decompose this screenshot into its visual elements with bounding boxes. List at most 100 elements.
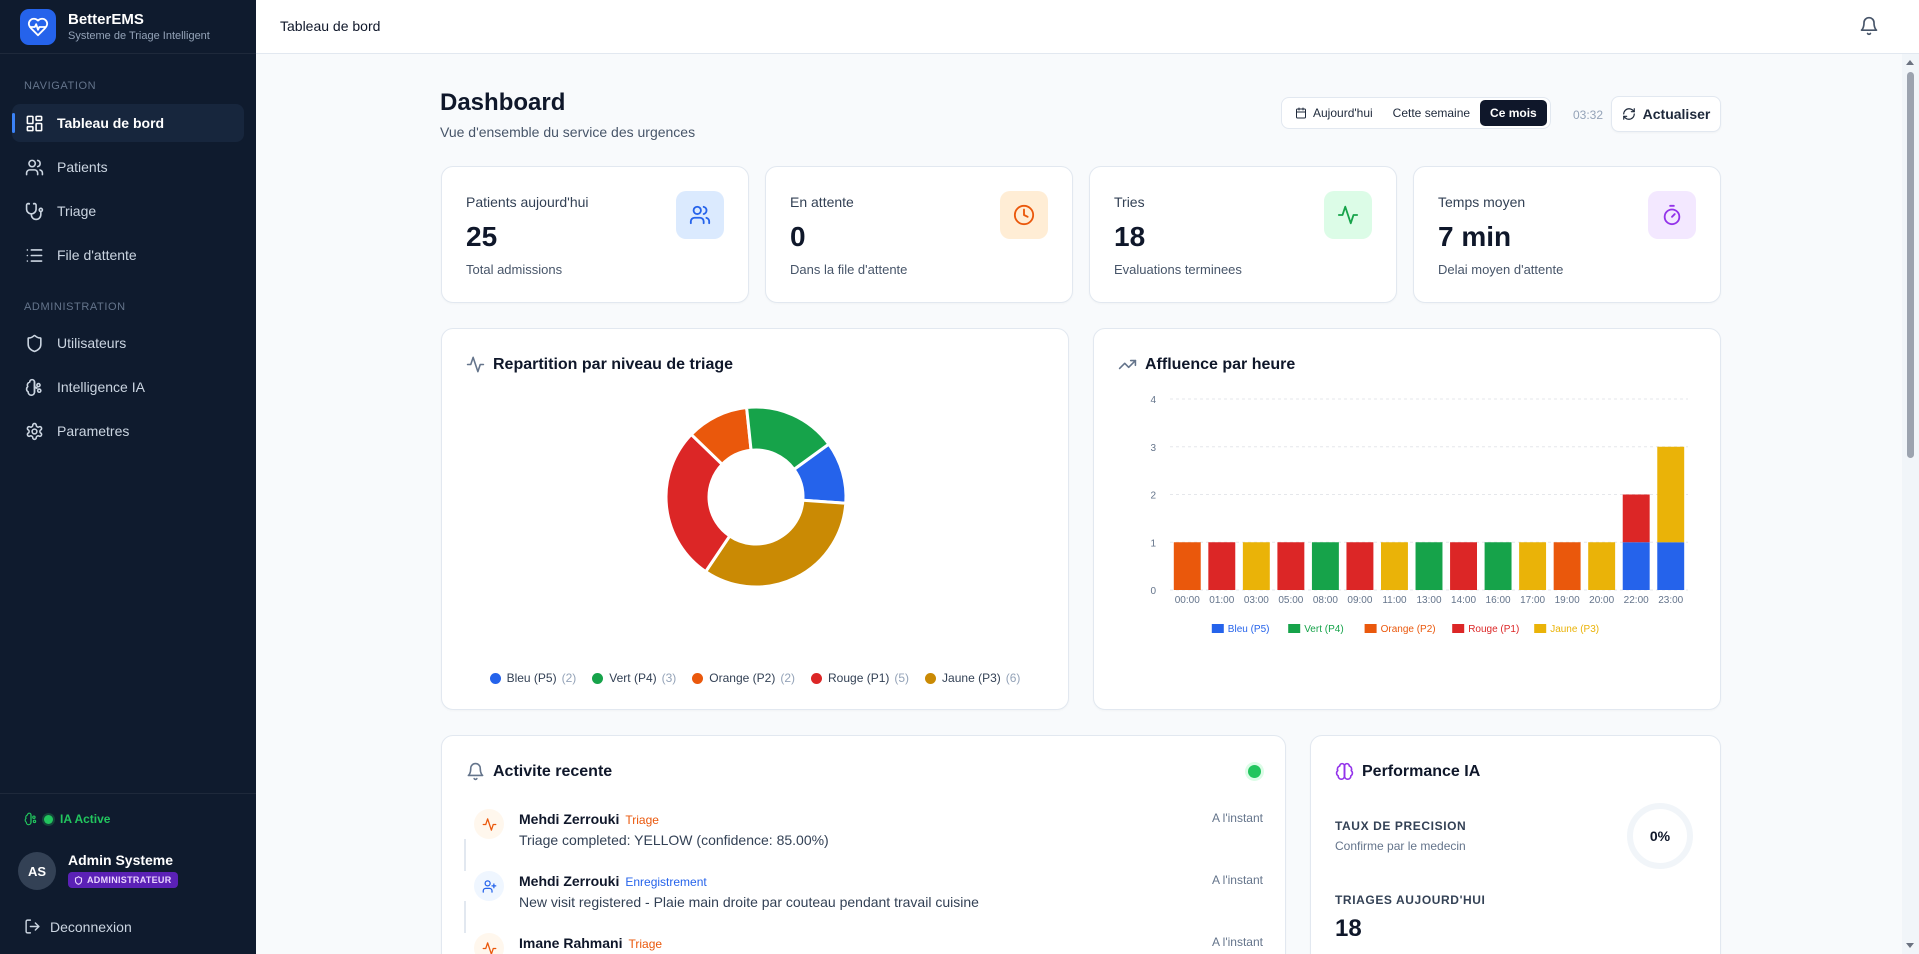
legend-label[interactable]: Bleu (P5) (1228, 624, 1270, 635)
sidebar-item-queue[interactable]: File d'attente (12, 236, 244, 274)
activity-time: A l'instant (1212, 873, 1263, 887)
x-tick-label: 11:00 (1382, 595, 1407, 606)
refresh-button[interactable]: Actualiser (1611, 96, 1721, 132)
sidebar-item-dashboard[interactable]: Tableau de bord (12, 104, 244, 142)
bar-segment-jaune-p3-[interactable] (1657, 446, 1685, 543)
brand[interactable]: BetterEMS Systeme de Triage Intelligent (0, 0, 256, 54)
activity-desc: New visit registered - Plaie main droite… (519, 894, 979, 910)
sidebar-item-settings[interactable]: Parametres (12, 412, 244, 450)
bar-segment-jaune-p3-[interactable] (1588, 542, 1616, 590)
legend-swatch (1288, 624, 1301, 633)
y-tick-label: 2 (1150, 491, 1156, 502)
nav-section-title: ADMINISTRATION (24, 301, 126, 313)
scroll-up-icon[interactable] (1906, 60, 1914, 65)
legend-label[interactable]: Orange (P2) (1381, 624, 1436, 635)
stat-desc: Delai moyen d'attente (1438, 262, 1564, 277)
bar-segment-rouge-p1-[interactable] (1346, 542, 1374, 590)
legend-item[interactable]: Bleu (P5) (2) (489, 671, 576, 685)
period-label: Aujourd'hui (1313, 106, 1373, 120)
stat-desc: Evaluations terminees (1114, 262, 1242, 277)
sidebar-item-patients[interactable]: Patients (12, 148, 244, 186)
stat-value: 0 (790, 221, 806, 252)
card-title-text: Performance IA (1362, 762, 1481, 780)
calendar-icon (1296, 107, 1306, 119)
x-tick-label: 17:00 (1520, 595, 1545, 606)
bar-segment-orange-p2-[interactable] (1173, 542, 1201, 590)
activity-desc: Triage completed: YELLOW (confidence: 85… (519, 832, 829, 848)
bar-segment-jaune-p3-[interactable] (1519, 542, 1547, 590)
triage-donut-chart (664, 405, 848, 589)
x-tick-label: 03:00 (1244, 595, 1269, 606)
stat-value: 7 min (1438, 221, 1512, 252)
bar-segment-vert-p4-[interactable] (1484, 542, 1512, 590)
logout-button[interactable]: Deconnexion (24, 918, 132, 935)
triages-label: TRIAGES AUJOURD'HUI (1335, 893, 1486, 907)
scrollbar[interactable] (1902, 54, 1919, 954)
divider (0, 793, 256, 794)
stat-desc: Total admissions (466, 262, 563, 277)
heart-pulse-icon (20, 8, 56, 45)
donut-slice-jaune-p3-[interactable] (703, 498, 848, 589)
brain-icon (24, 812, 37, 826)
legend-swatch (1452, 624, 1465, 633)
legend-item[interactable]: Rouge (P1) (5) (811, 671, 909, 685)
bar-segment-orange-p2-[interactable] (1553, 542, 1581, 590)
period-label: Ce mois (1490, 106, 1537, 120)
sidebar: BetterEMS Systeme de Triage Intelligent … (0, 0, 256, 954)
timeline-line (464, 839, 466, 871)
brand-name: BetterEMS (68, 11, 144, 28)
page-title: Dashboard (440, 89, 566, 116)
legend-label[interactable]: Jaune (P3) (1550, 624, 1599, 635)
sidebar-item-ai[interactable]: Intelligence IA (12, 368, 244, 406)
users-icon (25, 159, 44, 175)
scroll-down-icon[interactable] (1906, 943, 1914, 948)
donut-slice-rouge-p1-[interactable] (664, 432, 732, 574)
avatar: AS (18, 852, 56, 890)
activity-name: Mehdi Zerrouki Enregistrement (519, 873, 707, 889)
notification-bell-icon[interactable] (1859, 16, 1879, 36)
activity-time: A l'instant (1212, 811, 1263, 825)
legend-label[interactable]: Rouge (P1) (1468, 624, 1519, 635)
user-profile[interactable]: AS Admin Systeme ADMINISTRATEUR (18, 852, 178, 890)
sidebar-item-users[interactable]: Utilisateurs (12, 324, 244, 362)
gear-icon (26, 422, 43, 440)
last-update-time: 03:32 (1573, 108, 1604, 122)
bar-segment-rouge-p1-[interactable] (1450, 542, 1478, 590)
bar-segment-vert-p4-[interactable] (1415, 542, 1443, 590)
bar-segment-rouge-p1-[interactable] (1277, 542, 1305, 590)
legend-label[interactable]: Vert (P4) (1304, 624, 1343, 635)
bar-segment-vert-p4-[interactable] (1311, 542, 1339, 590)
dashboard-icon (26, 115, 43, 131)
legend-item[interactable]: Orange (P2) (2) (692, 671, 795, 685)
bar-segment-bleu-p5-[interactable] (1622, 542, 1650, 590)
legend-count: (5) (894, 671, 910, 685)
bar-segment-jaune-p3-[interactable] (1242, 542, 1270, 590)
scroll-thumb[interactable] (1907, 72, 1914, 458)
period-today-button[interactable]: Aujourd'hui (1285, 100, 1383, 126)
ia-status: IA Active (24, 812, 110, 826)
users-icon (676, 191, 724, 239)
donut-slice-vert-p4-[interactable] (744, 405, 831, 472)
activity-name: Imane Rahmani Triage (519, 935, 662, 951)
legend-item[interactable]: Jaune (P3) (6) (925, 671, 1020, 685)
gauge-track (1627, 803, 1693, 869)
legend-swatch (1211, 624, 1224, 633)
bar-segment-bleu-p5-[interactable] (1657, 542, 1685, 590)
legend-count: (2) (780, 671, 795, 685)
stat-desc: Dans la file d'attente (790, 262, 908, 277)
sidebar-item-triage[interactable]: Triage (12, 192, 244, 230)
legend-item[interactable]: Vert (P4) (3) (592, 671, 676, 685)
legend-label: Rouge (P1) (828, 671, 890, 685)
nav-section-title: NAVIGATION (24, 80, 97, 92)
hourly-traffic-card: Affluence par heure 0 1 2 3 4 00:00 01:00 03:00… (1093, 328, 1721, 710)
bar-segment-jaune-p3-[interactable] (1380, 542, 1408, 590)
x-tick-label: 14:00 (1451, 595, 1476, 606)
sidebar-item-label: File d'attente (57, 247, 137, 263)
bar-segment-rouge-p1-[interactable] (1622, 494, 1650, 543)
bell-icon (467, 762, 484, 781)
legend-label: Orange (P2) (709, 671, 776, 685)
activity-icon (1324, 191, 1372, 239)
bar-segment-rouge-p1-[interactable] (1208, 542, 1236, 590)
period-month-button[interactable]: Ce mois (1480, 100, 1547, 126)
period-week-button[interactable]: Cette semaine (1383, 100, 1480, 126)
